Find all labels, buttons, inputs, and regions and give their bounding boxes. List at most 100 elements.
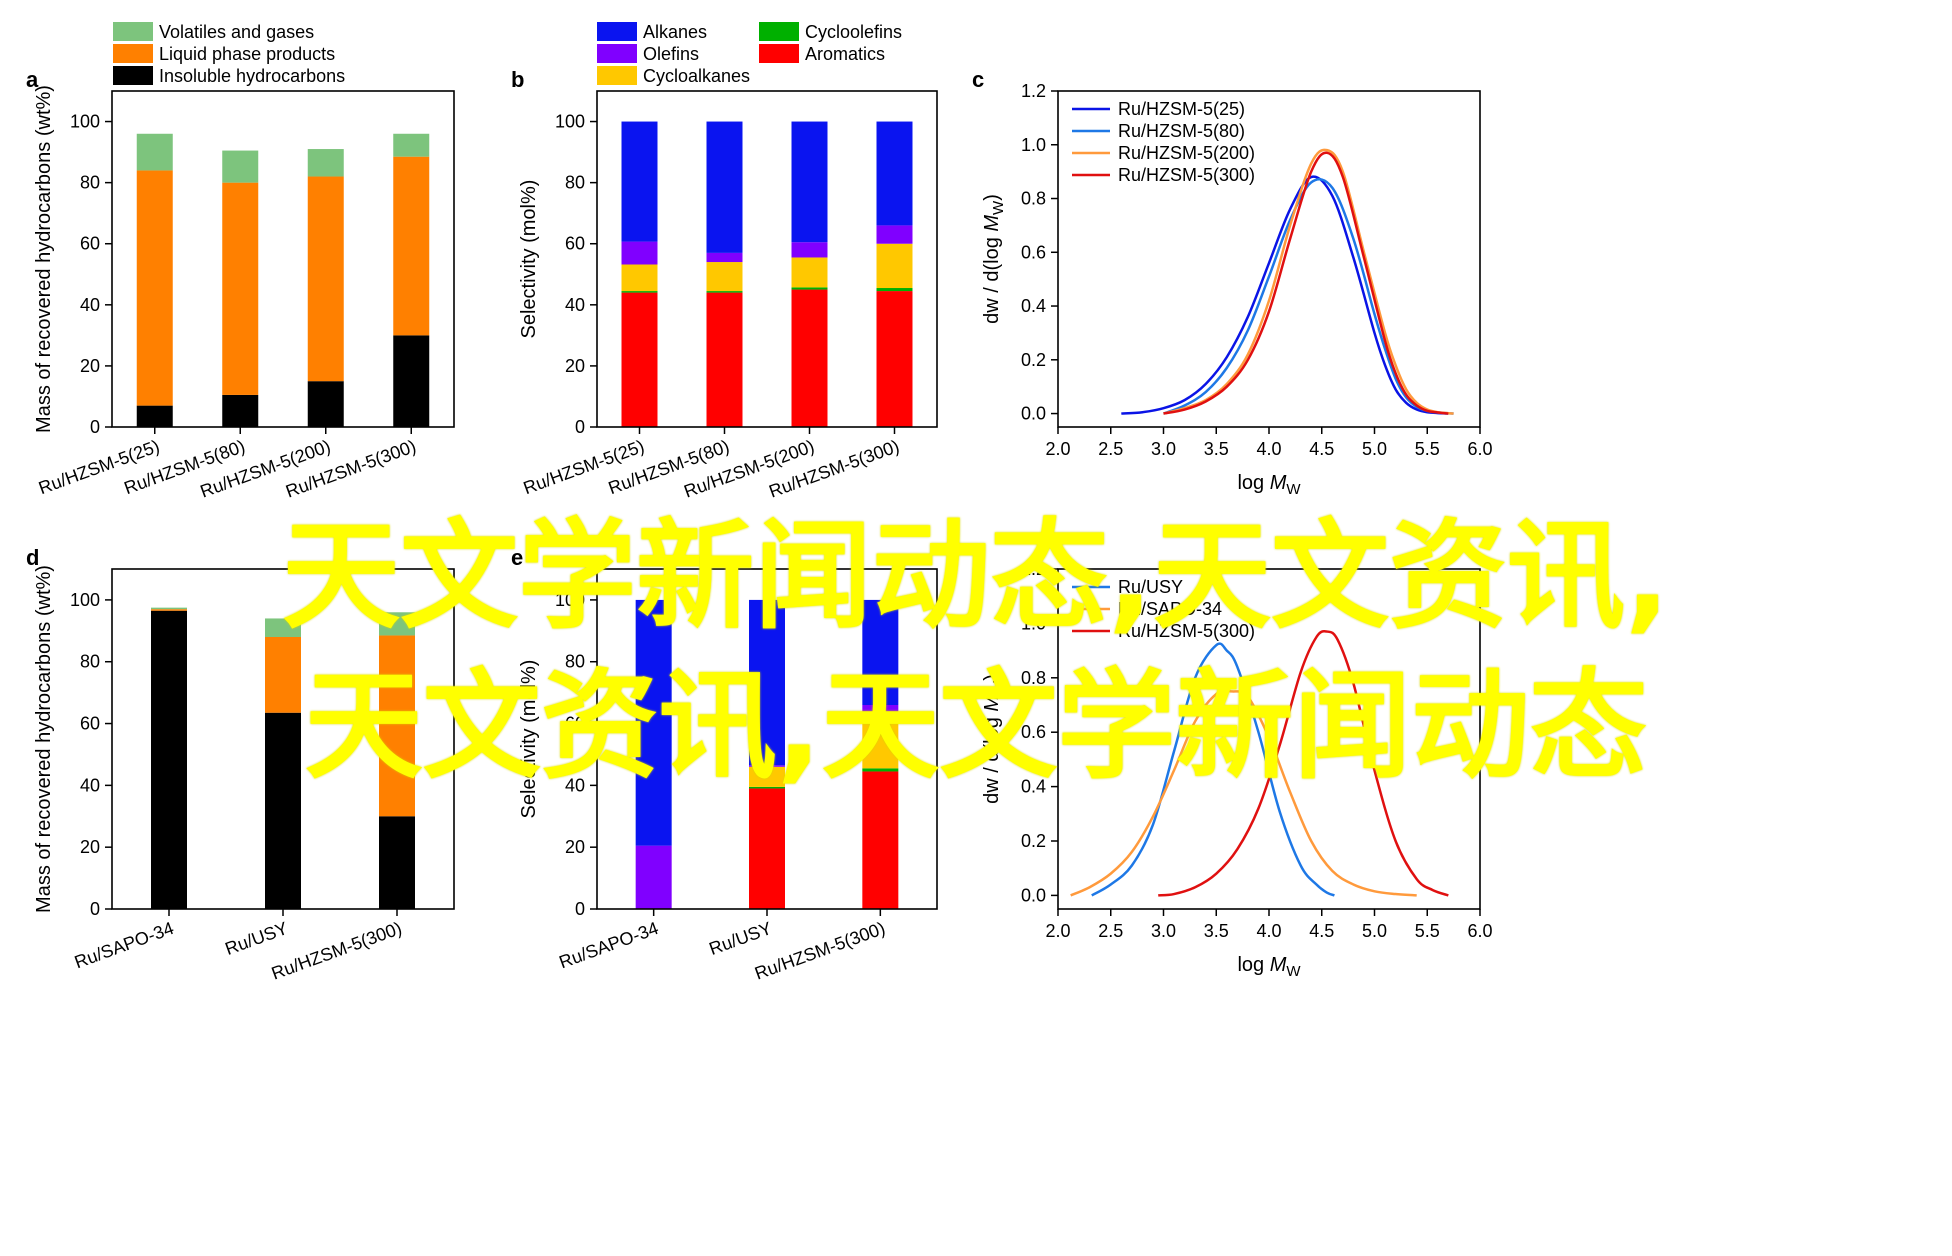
legend-label: Ru/HZSM-5(80) <box>1118 121 1245 141</box>
y-tick-label: 80 <box>565 173 585 193</box>
y-axis-label: Mass of recovered hydrocarbons (wt%) <box>33 85 55 433</box>
y-tick-label: 0 <box>90 417 100 437</box>
y-tick-label: 40 <box>565 775 585 795</box>
panel-c: c 0.0 0.2 0.4 0.6 0.8 1.0 1.2 dw / d(log MW) 2.0 2… <box>972 67 1493 498</box>
y-tick-label: 0.8 <box>1021 668 1046 688</box>
y-tick-label: 0.0 <box>1021 404 1046 424</box>
bar-segment <box>222 182 259 395</box>
bar-segment <box>265 637 301 713</box>
x-tick-label: 5.0 <box>1362 439 1387 459</box>
bar-segment <box>151 610 187 909</box>
bar-segment <box>379 635 415 817</box>
bar-segment <box>706 292 743 427</box>
bar-segment <box>749 765 785 767</box>
bar-segment <box>749 599 785 766</box>
bar-segment <box>876 243 913 289</box>
bar-segment <box>621 291 658 293</box>
y-tick-label: 0.8 <box>1021 189 1046 209</box>
legend-label: Cycloolefins <box>805 22 902 42</box>
x-tick-label: Ru/USY <box>222 918 290 959</box>
y-axis-label: dw / d(log MW) <box>981 674 1007 804</box>
bar-segment <box>791 289 828 427</box>
y-tick-label: 1.2 <box>1021 559 1046 579</box>
bar-segment <box>749 788 785 909</box>
x-tick-label: 2.0 <box>1045 439 1070 459</box>
y-tick-label: 20 <box>80 837 100 857</box>
y-tick-label: 40 <box>80 295 100 315</box>
panel-letter-d: d <box>26 545 39 570</box>
bar-segment <box>862 723 899 769</box>
panel-letter-c: c <box>972 67 984 92</box>
legend-label: Liquid phase products <box>159 44 335 64</box>
bar-segment <box>791 257 828 288</box>
legend-swatch <box>113 44 153 63</box>
panel-a: a 0 20 40 60 80 100 Mass of recovered hydrocarb… <box>26 22 455 502</box>
bar-segment <box>136 133 173 171</box>
legend-label: Ru/HZSM-5(300) <box>1118 621 1255 641</box>
panel-letter-f: f <box>972 545 980 570</box>
x-tick-label: 2.5 <box>1098 439 1123 459</box>
plot-frame <box>111 568 455 910</box>
bar-segment <box>706 252 743 263</box>
y-tick-label: 0.6 <box>1021 722 1046 742</box>
plot-frame <box>596 90 938 428</box>
y-tick-label: 20 <box>565 356 585 376</box>
legend-swatch <box>759 22 799 41</box>
x-axis-label: log MW <box>1237 472 1301 498</box>
y-tick-label: 0.4 <box>1021 777 1046 797</box>
x-tick-label: 4.5 <box>1309 439 1334 459</box>
x-tick-label: 4.0 <box>1256 921 1281 941</box>
y-tick-label: 80 <box>80 173 100 193</box>
y-tick-label: 20 <box>565 837 585 857</box>
plot-frame <box>111 90 455 428</box>
y-tick-label: 1.0 <box>1021 613 1046 633</box>
y-tick-label: 60 <box>565 714 585 734</box>
bar-segment <box>265 712 301 909</box>
bar-segment <box>635 599 672 846</box>
y-axis-label: Mass of recovered hydrocarbons (wt%) <box>33 565 55 913</box>
legend-swatch <box>113 22 153 41</box>
series-line <box>1070 689 1417 897</box>
legend-label: Aromatics <box>805 44 885 64</box>
y-tick-label: 100 <box>70 112 100 132</box>
bar-segment <box>862 768 899 772</box>
bar-segment <box>393 133 430 157</box>
bar-segment <box>151 607 187 610</box>
legend-label: Ru/SAPO-34 <box>1118 599 1222 619</box>
x-tick-label: 3.0 <box>1151 439 1176 459</box>
plot-frame <box>1057 90 1481 428</box>
x-tick-label: 5.0 <box>1362 921 1387 941</box>
y-tick-label: 1.0 <box>1021 135 1046 155</box>
legend-swatch <box>759 44 799 63</box>
bar-segment <box>222 394 259 427</box>
x-tick-label: Ru/SAPO-34 <box>72 918 177 972</box>
y-tick-label: 60 <box>80 714 100 734</box>
bar-segment <box>621 121 658 242</box>
legend-swatch <box>597 44 637 63</box>
bar-segment <box>876 288 913 292</box>
x-tick-label: 4.0 <box>1256 439 1281 459</box>
x-tick-label: 5.5 <box>1415 921 1440 941</box>
bar-segment <box>791 242 828 258</box>
legend-label: Olefins <box>643 44 699 64</box>
bar-segment <box>265 618 301 637</box>
bar-segment <box>621 264 658 292</box>
bar-segment <box>706 262 743 292</box>
bar-segment <box>791 287 828 290</box>
series-line <box>1091 642 1335 897</box>
y-axis-label: Selectivity (mol%) <box>518 660 540 819</box>
series-line <box>1163 151 1449 415</box>
legend-label: Ru/HZSM-5(25) <box>1118 99 1245 119</box>
y-axis-label: dw / d(log MW) <box>981 194 1007 324</box>
y-tick-label: 0 <box>90 899 100 919</box>
bar-segment <box>621 241 658 265</box>
bar-segment <box>706 121 743 253</box>
y-tick-label: 20 <box>80 356 100 376</box>
x-tick-label: 2.0 <box>1045 921 1070 941</box>
y-tick-label: 60 <box>565 234 585 254</box>
x-tick-label: 4.5 <box>1309 921 1334 941</box>
y-tick-label: 40 <box>80 775 100 795</box>
panel-letter-a: a <box>26 67 39 92</box>
x-axis-label: log MW <box>1237 954 1301 980</box>
legend-label: Volatiles and gases <box>159 22 314 42</box>
